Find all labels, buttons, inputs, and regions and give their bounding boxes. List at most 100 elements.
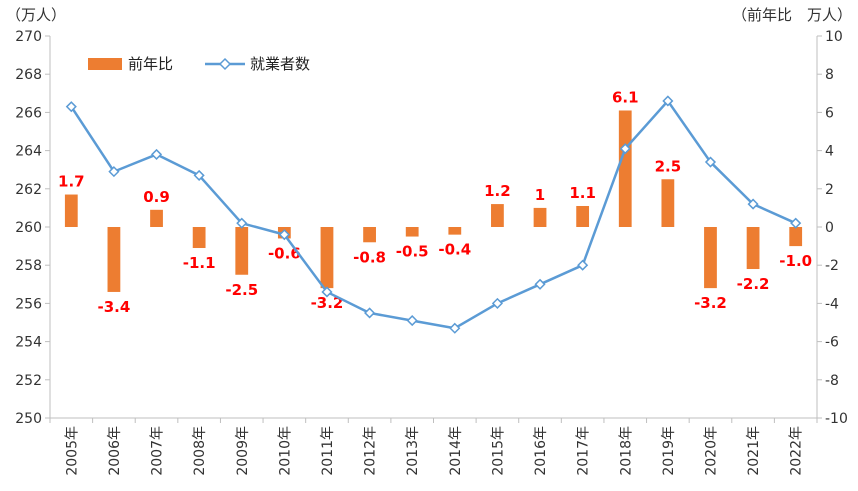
line-point xyxy=(619,143,631,155)
x-tick-label: 2011年 xyxy=(320,426,336,476)
bar xyxy=(150,209,163,227)
left-tick-label: 250 xyxy=(15,411,42,427)
right-tick-label: -4 xyxy=(825,296,839,312)
bar-data-label: -3.2 xyxy=(694,294,727,312)
bar xyxy=(746,227,760,270)
bar xyxy=(448,227,462,235)
bar-data-label: -2.2 xyxy=(737,275,770,293)
bar xyxy=(661,179,675,227)
line-point xyxy=(534,278,546,290)
bar-data-label: -1.1 xyxy=(183,254,216,272)
bar-data-label: -1.0 xyxy=(779,252,812,270)
left-tick-label: 266 xyxy=(15,105,42,121)
bar-data-labels: 1.7 -3.4 0.9 -1.1 -2.5 -0.6 -3.2 -0.8 -0.5 -0.4 1.… xyxy=(58,88,812,315)
bar xyxy=(789,227,803,247)
x-tick-label: 2017年 xyxy=(576,426,592,476)
line-point xyxy=(449,322,461,334)
line-point xyxy=(278,229,290,241)
bar-data-label: 1.2 xyxy=(484,182,511,200)
x-axis-ticks: 2005年 2006年 2007年 2008年 2009年 2010年 2011年 2012年… xyxy=(49,418,818,476)
right-axis-unit: （前年比 万人） xyxy=(732,6,852,24)
bar-data-label: 1.7 xyxy=(58,173,85,191)
x-tick-label: 2019年 xyxy=(661,426,677,476)
bar xyxy=(576,205,590,227)
line-point xyxy=(406,315,418,327)
bar-data-label: 6.1 xyxy=(612,88,639,106)
x-tick-label: 2014年 xyxy=(448,426,464,476)
bar-data-label: 1 xyxy=(535,186,545,204)
x-tick-label: 2010年 xyxy=(277,426,293,476)
axes xyxy=(49,36,818,419)
bar xyxy=(192,227,206,249)
x-tick-label: 2021年 xyxy=(746,426,762,476)
left-tick-label: 254 xyxy=(15,335,42,351)
x-tick-label: 2018年 xyxy=(618,426,634,476)
left-tick-label: 268 xyxy=(15,67,42,83)
x-tick-label: 2016年 xyxy=(533,426,549,476)
bar-data-label: -0.6 xyxy=(268,244,301,262)
line-point xyxy=(321,286,333,298)
line-point xyxy=(193,169,205,181)
bar xyxy=(533,207,547,227)
bar-data-label: -0.5 xyxy=(396,243,429,261)
left-tick-label: 252 xyxy=(15,373,42,389)
line-series xyxy=(65,95,802,334)
left-tick-label: 260 xyxy=(15,220,42,236)
bar-data-label: -2.5 xyxy=(225,281,258,299)
bar xyxy=(618,110,632,227)
x-tick-label: 2020年 xyxy=(703,426,719,476)
left-tick-label: 262 xyxy=(15,182,42,198)
legend-swatch-bar xyxy=(88,58,122,70)
x-tick-label: 2007年 xyxy=(150,426,166,476)
x-tick-label: 2006年 xyxy=(107,426,123,476)
line-point xyxy=(747,198,759,210)
bar xyxy=(405,227,419,237)
x-tick-label: 2005年 xyxy=(64,426,80,476)
legend-label-bar: 前年比 xyxy=(128,55,173,73)
left-axis-unit: （万人） xyxy=(6,6,66,24)
right-tick-label: -8 xyxy=(825,373,839,389)
right-tick-label: 4 xyxy=(825,144,834,160)
bar xyxy=(235,227,249,275)
bar xyxy=(704,227,717,289)
bar xyxy=(320,227,334,289)
left-tick-label: 270 xyxy=(15,29,42,45)
right-tick-label: -10 xyxy=(825,411,848,427)
bar-data-label: -3.2 xyxy=(311,294,344,312)
legend-label-line: 就業者数 xyxy=(250,55,310,73)
left-tick-label: 264 xyxy=(15,144,42,160)
right-tick-label: -6 xyxy=(825,335,839,351)
bar-data-label: -0.8 xyxy=(353,248,386,266)
line-point xyxy=(662,95,674,107)
x-tick-label: 2015年 xyxy=(490,426,506,476)
employment-line xyxy=(70,99,797,330)
bar-data-label: 0.9 xyxy=(143,188,170,206)
line-point xyxy=(236,217,248,229)
bar-data-label: 2.5 xyxy=(655,157,682,175)
bar-data-label: -0.4 xyxy=(438,241,471,259)
right-tick-label: 10 xyxy=(825,29,843,45)
right-tick-label: 8 xyxy=(825,67,834,83)
left-tick-label: 258 xyxy=(15,258,42,274)
legend: 前年比 就業者数 xyxy=(88,55,310,73)
right-tick-label: 2 xyxy=(825,182,834,198)
bar-series xyxy=(64,110,803,292)
legend-marker-icon xyxy=(218,57,232,71)
line-point xyxy=(491,297,503,309)
bar-data-label: 1.1 xyxy=(569,184,596,202)
line-point xyxy=(65,101,77,113)
line-point xyxy=(364,307,376,319)
bar xyxy=(64,194,78,227)
x-tick-label: 2008年 xyxy=(192,426,208,476)
bar xyxy=(491,204,504,227)
line-point xyxy=(790,217,802,229)
bar-data-label: -3.4 xyxy=(98,298,131,316)
line-point xyxy=(150,148,163,160)
x-tick-label: 2009年 xyxy=(235,426,251,476)
left-tick-label: 256 xyxy=(15,296,42,312)
right-tick-label: -2 xyxy=(825,258,839,274)
right-tick-label: 0 xyxy=(825,220,834,236)
x-tick-label: 2022年 xyxy=(789,426,805,476)
x-tick-label: 2012年 xyxy=(363,426,379,476)
